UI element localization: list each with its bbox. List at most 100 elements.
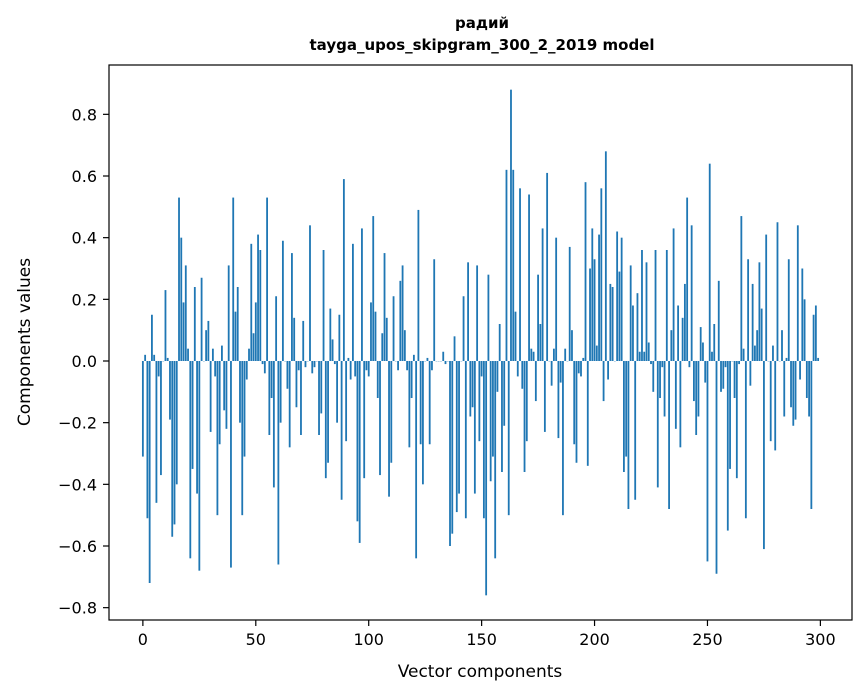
bar: [580, 361, 582, 377]
bar: [171, 361, 174, 537]
bar: [577, 361, 580, 374]
bar: [485, 361, 488, 596]
bar: [417, 209, 420, 361]
bar: [184, 265, 187, 361]
bar: [293, 317, 296, 361]
x-tick-label: 200: [579, 630, 610, 649]
bar: [144, 354, 147, 361]
bar: [814, 305, 817, 361]
bar: [489, 361, 492, 482]
bar: [415, 361, 418, 559]
bar: [708, 163, 711, 361]
bar: [555, 237, 558, 361]
bar: [751, 283, 754, 361]
bar: [695, 361, 698, 435]
bar: [279, 361, 282, 423]
bar: [261, 361, 264, 365]
bar: [600, 188, 603, 361]
bar: [494, 361, 497, 559]
bar: [747, 259, 750, 361]
bar: [331, 339, 334, 361]
x-axis-label: Vector components: [398, 662, 563, 682]
bar: [462, 296, 465, 361]
bar: [629, 265, 632, 361]
bar: [733, 361, 736, 398]
bar: [525, 361, 528, 442]
y-tick-label: 0.6: [72, 167, 97, 186]
bar: [677, 305, 680, 361]
bar: [469, 361, 472, 417]
bar: [241, 361, 244, 516]
bar: [218, 361, 221, 445]
bar: [496, 361, 499, 392]
bar: [713, 324, 716, 361]
bar: [164, 290, 167, 361]
bar: [209, 361, 212, 432]
bar: [473, 361, 476, 494]
bar: [632, 305, 634, 361]
bar: [711, 351, 713, 361]
bar: [211, 348, 214, 361]
bar: [641, 250, 643, 361]
bar: [227, 265, 230, 361]
bar: [392, 296, 395, 361]
bar: [598, 234, 600, 361]
bar: [270, 361, 273, 398]
bar: [650, 361, 652, 365]
bar: [564, 348, 567, 361]
bar: [234, 311, 237, 361]
bar: [327, 361, 329, 463]
bar: [772, 345, 774, 361]
bar: [449, 361, 451, 546]
bar: [656, 361, 659, 488]
bar: [372, 216, 375, 361]
bar: [160, 361, 162, 476]
bar: [157, 361, 160, 377]
bar: [541, 228, 544, 361]
bar: [512, 169, 515, 361]
bar: [550, 361, 553, 386]
bar: [342, 179, 345, 361]
bar: [216, 361, 219, 516]
bar: [738, 361, 740, 365]
y-tick-label: −0.8: [58, 599, 97, 618]
bar: [313, 361, 316, 368]
bar: [376, 361, 379, 398]
bar: [769, 361, 772, 442]
bar: [783, 361, 786, 417]
bar: [257, 234, 259, 361]
bar: [643, 351, 646, 361]
bar: [749, 361, 752, 386]
bar: [263, 361, 266, 374]
bar: [141, 361, 144, 457]
bar: [487, 274, 490, 361]
bar: [221, 345, 223, 361]
bar: [367, 361, 370, 377]
bar: [532, 351, 535, 361]
bar: [790, 361, 792, 408]
bar: [412, 354, 415, 361]
bar: [625, 361, 628, 457]
bar: [706, 361, 709, 562]
bar: [322, 250, 325, 361]
bar: [444, 361, 447, 365]
bar: [148, 361, 151, 583]
bar: [817, 357, 820, 361]
bar: [620, 237, 623, 361]
bar: [374, 311, 377, 361]
bar: [207, 320, 210, 361]
bar: [753, 345, 756, 361]
bar: [363, 361, 366, 479]
x-tick-label: 100: [353, 630, 384, 649]
bar: [302, 320, 305, 361]
bar: [683, 283, 686, 361]
bar: [534, 361, 537, 402]
x-tick-label: 300: [805, 630, 836, 649]
bar: [309, 225, 311, 361]
bar: [153, 354, 156, 361]
bar: [763, 361, 765, 550]
bar: [645, 262, 648, 361]
bar: [458, 361, 460, 494]
bar: [812, 314, 815, 361]
y-tick-label: 0.4: [72, 229, 97, 248]
